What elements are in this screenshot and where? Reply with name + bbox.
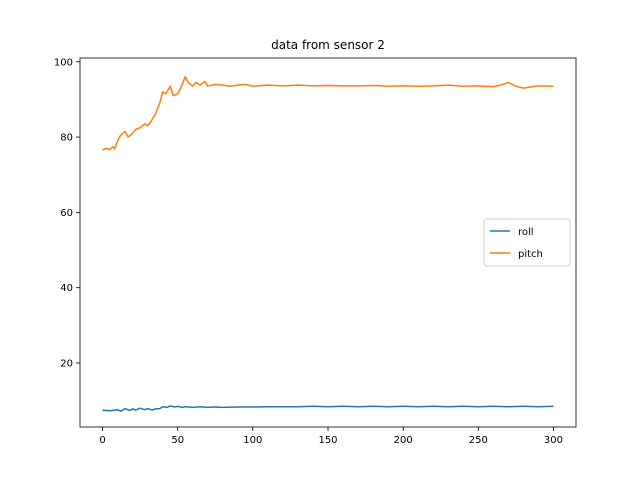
x-tick-label: 100 — [243, 435, 262, 446]
y-tick-label: 60 — [60, 208, 73, 219]
x-tick-label: 200 — [394, 435, 413, 446]
y-tick-label: 40 — [60, 283, 73, 294]
x-axis: 0 50 100 150 200 250 300 — [99, 427, 563, 446]
y-tick-label: 100 — [54, 57, 73, 68]
series-line-roll — [102, 405, 554, 412]
x-tick-label: 50 — [171, 435, 184, 446]
series-line-pitch — [102, 76, 554, 151]
chart-title: data from sensor 2 — [271, 38, 385, 52]
x-tick-label: 0 — [99, 435, 105, 446]
x-tick-label: 250 — [469, 435, 488, 446]
x-tick-label: 300 — [544, 435, 563, 446]
x-tick-label: 150 — [318, 435, 337, 446]
y-axis: 20 40 60 80 100 — [54, 57, 80, 369]
series-layer — [102, 76, 554, 412]
y-tick-label: 80 — [60, 133, 73, 144]
legend-label-pitch: pitch — [518, 249, 543, 260]
legend-label-roll: roll — [518, 227, 534, 238]
legend: roll pitch — [483, 218, 571, 267]
y-tick-label: 20 — [60, 358, 73, 369]
